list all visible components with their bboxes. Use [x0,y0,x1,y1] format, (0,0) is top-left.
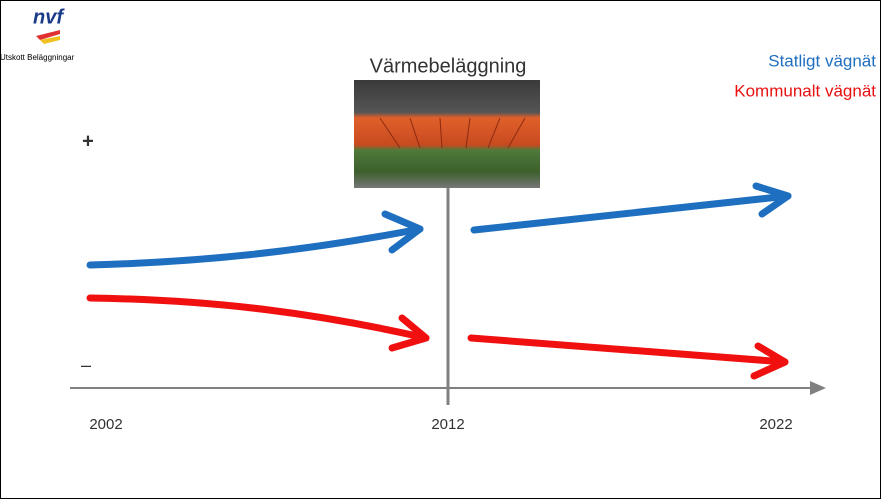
state-arrowhead [752,182,792,218]
photo-detail [379,117,526,149]
year-label: 2002 [89,416,122,433]
municipal-arrowhead [750,342,789,380]
logo-swoosh [40,36,60,44]
logo-caption: Utskott Beläggningar [0,53,75,62]
legend-state: Statligt vägnät [768,51,876,70]
municipal-arrow [86,294,430,342]
title: Värmebeläggning [370,55,527,77]
year-label: 2012 [431,416,464,433]
state-arrowhead [381,210,424,254]
year-label: 2022 [759,416,792,433]
plus-label: + [82,130,94,152]
municipal-arrow [467,334,789,366]
heater-photo [354,80,540,188]
state-arrow [86,225,424,269]
state-arrow [470,192,792,234]
municipal-arrowhead [388,314,430,352]
legend-municipal: Kommunalt vägnät [734,81,876,100]
logo-swoosh [36,30,60,40]
logo-text: nvf [33,6,65,28]
axis-arrowhead [810,381,826,395]
minus-label: – [81,355,91,375]
